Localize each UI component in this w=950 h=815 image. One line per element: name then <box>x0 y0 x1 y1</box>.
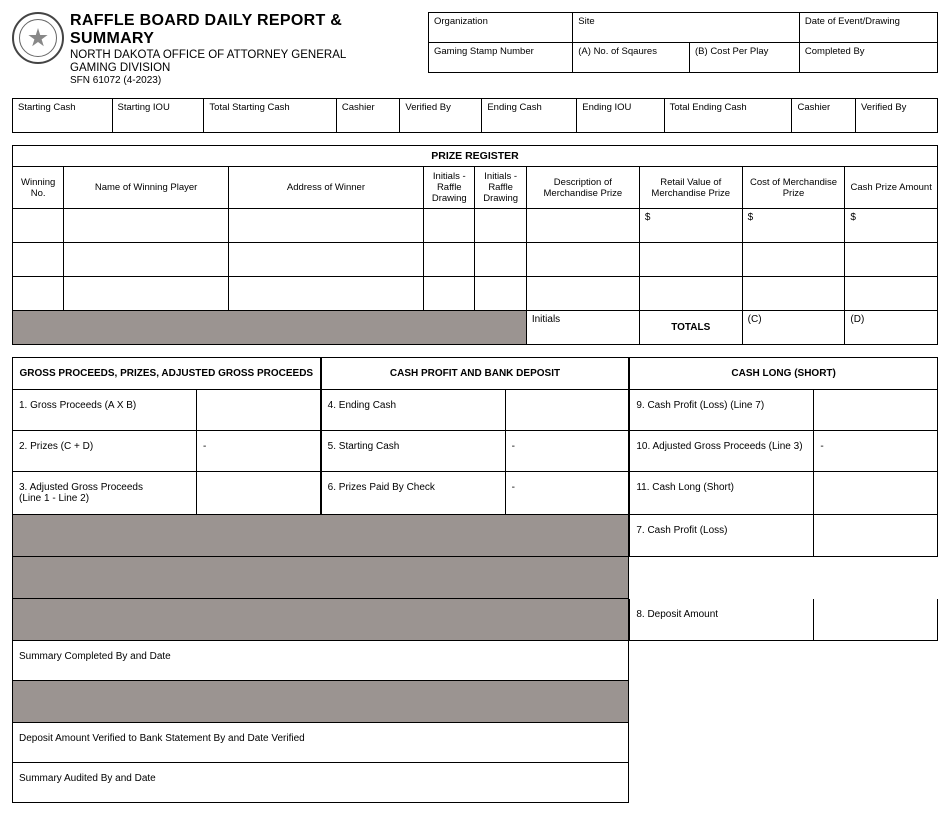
cell-retail-1[interactable]: $ <box>639 209 742 243</box>
line-1-label: 1. Gross Proceeds (A X B) <box>13 390 197 430</box>
col-winning-no: Winning No. <box>13 167 64 209</box>
prize-row[interactable] <box>13 243 938 277</box>
line-10-label: 10. Adjusted Gross Proceeds (Line 3) <box>630 431 814 471</box>
deposit-verify[interactable]: Deposit Amount Verified to Bank Statemen… <box>12 723 629 763</box>
field-stamp-number[interactable]: Gaming Stamp Number <box>429 43 573 73</box>
title-office: NORTH DAKOTA OFFICE OF ATTORNEY GENERAL <box>70 49 422 61</box>
summary-grid: GROSS PROCEEDS, PRIZES, ADJUSTED GROSS P… <box>12 357 938 803</box>
line-7-label: 7. Cash Profit (Loss) <box>630 515 814 556</box>
prize-totals-row: Initials TOTALS (C) (D) <box>13 311 938 345</box>
cash-verification-table: Starting Cash Starting IOU Total Startin… <box>12 98 938 133</box>
line-11-label: 11. Cash Long (Short) <box>630 472 814 514</box>
title-main: RAFFLE BOARD DAILY REPORT & SUMMARY <box>70 12 422 48</box>
summary-audited[interactable]: Summary Audited By and Date <box>12 763 629 803</box>
prize-row[interactable] <box>13 277 938 311</box>
line-5-label: 5. Starting Cash <box>322 431 506 471</box>
line-5-value[interactable]: - <box>506 431 629 471</box>
footer-c[interactable]: (C) <box>742 311 845 345</box>
field-site[interactable]: Site <box>573 13 800 43</box>
line-3-label: 3. Adjusted Gross Proceeds (Line 1 - Lin… <box>13 472 197 514</box>
shade-col1-1 <box>12 515 629 557</box>
col-cost: Cost of Merchandise Prize <box>742 167 845 209</box>
field-total-ending[interactable]: Total Ending Cash <box>664 99 792 133</box>
prize-register-table: PRIZE REGISTER Winning No. Name of Winni… <box>12 145 938 345</box>
form-id: SFN 61072 (4-2023) <box>70 75 422 86</box>
line-6-value[interactable]: - <box>506 472 629 514</box>
cell-cost-1[interactable]: $ <box>742 209 845 243</box>
line-9-label: 9. Cash Profit (Loss) (Line 7) <box>630 390 814 430</box>
line-3-value[interactable] <box>197 472 320 514</box>
cell-cash-1[interactable]: $ <box>845 209 938 243</box>
footer-initials[interactable]: Initials <box>526 311 639 345</box>
line-6-label: 6. Prizes Paid By Check <box>322 472 506 514</box>
line-8-value[interactable] <box>814 599 937 640</box>
prize-row[interactable]: $ $ $ <box>13 209 938 243</box>
field-organization[interactable]: Organization <box>429 13 573 43</box>
header-profit: CASH PROFIT AND BANK DEPOSIT <box>321 358 630 390</box>
field-starting-cash[interactable]: Starting Cash <box>13 99 113 133</box>
line-1-value[interactable] <box>197 390 320 430</box>
summary-completed[interactable]: Summary Completed By and Date <box>12 641 629 681</box>
state-seal-icon <box>12 12 64 64</box>
col-initials-1: Initials - Raffle Drawing <box>424 167 475 209</box>
field-cashier-2[interactable]: Cashier <box>792 99 856 133</box>
field-ending-iou[interactable]: Ending IOU <box>577 99 664 133</box>
line-7-value[interactable] <box>814 515 937 556</box>
shade-block <box>13 311 527 345</box>
title-block: RAFFLE BOARD DAILY REPORT & SUMMARY NORT… <box>70 12 422 86</box>
line-4-label: 4. Ending Cash <box>322 390 506 430</box>
field-squares[interactable]: (A) No. of Sqaures <box>573 43 690 73</box>
field-cost-per-play[interactable]: (B) Cost Per Play <box>690 43 800 73</box>
field-verified-2[interactable]: Verified By <box>856 99 938 133</box>
title-division: GAMING DIVISION <box>70 62 422 74</box>
field-date[interactable]: Date of Event/Drawing <box>799 13 937 43</box>
col-description: Description of Merchandise Prize <box>526 167 639 209</box>
footer-d[interactable]: (D) <box>845 311 938 345</box>
col-player-name: Name of Winning Player <box>64 167 228 209</box>
footer-totals: TOTALS <box>639 311 742 345</box>
org-info-table: Organization Site Date of Event/Drawing … <box>428 12 938 73</box>
line-10-value[interactable]: - <box>814 431 937 471</box>
line-11-value[interactable] <box>814 472 937 514</box>
prize-register-title: PRIZE REGISTER <box>13 146 938 167</box>
field-verified-1[interactable]: Verified By <box>400 99 482 133</box>
col-address: Address of Winner <box>228 167 423 209</box>
shade-col3-1 <box>12 557 629 599</box>
col-retail-value: Retail Value of Merchandise Prize <box>639 167 742 209</box>
line-4-value[interactable] <box>506 390 629 430</box>
line-2-label: 2. Prizes (C + D) <box>13 431 197 471</box>
shade-col1-2 <box>12 599 629 641</box>
header-long-short: CASH LONG (SHORT) <box>629 358 938 390</box>
line-2-value[interactable]: - <box>197 431 320 471</box>
line-8-label: 8. Deposit Amount <box>630 599 814 640</box>
field-ending-cash[interactable]: Ending Cash <box>482 99 577 133</box>
col-cash-prize: Cash Prize Amount <box>845 167 938 209</box>
header-gross: GROSS PROCEEDS, PRIZES, ADJUSTED GROSS P… <box>12 358 321 390</box>
col-initials-2: Initials - Raffle Drawing <box>475 167 526 209</box>
field-total-starting[interactable]: Total Starting Cash <box>204 99 337 133</box>
field-starting-iou[interactable]: Starting IOU <box>112 99 204 133</box>
line-9-value[interactable] <box>814 390 937 430</box>
field-cashier-1[interactable]: Cashier <box>336 99 400 133</box>
shade-col1-3 <box>12 681 629 723</box>
form-header: RAFFLE BOARD DAILY REPORT & SUMMARY NORT… <box>12 12 938 86</box>
field-completed-by[interactable]: Completed By <box>799 43 937 73</box>
